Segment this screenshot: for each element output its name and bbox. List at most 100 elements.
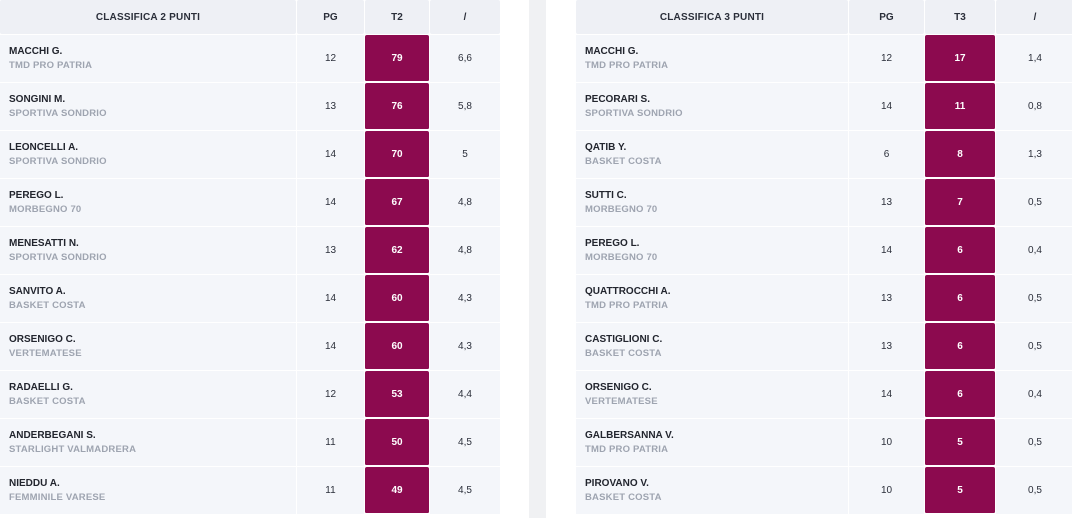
- player-name[interactable]: SONGINI M.: [9, 93, 66, 105]
- stat-total-cell: 76: [365, 83, 429, 130]
- player-name[interactable]: PEREGO L.: [9, 189, 64, 201]
- player-cell[interactable]: ORSENIGO C. VERTEMATESE: [0, 323, 296, 371]
- player-name[interactable]: QUATTROCCHI A.: [585, 285, 671, 297]
- header-classifica-3-punti[interactable]: CLASSIFICA 3 PUNTI: [576, 0, 848, 34]
- team-name[interactable]: BASKET COSTA: [9, 395, 86, 407]
- stat-total-cell: 60: [365, 275, 429, 322]
- player-name[interactable]: ANDERBEGANI S.: [9, 429, 96, 441]
- team-name[interactable]: FEMMINILE VARESE: [9, 491, 106, 503]
- player-name[interactable]: PECORARI S.: [585, 93, 651, 105]
- player-name[interactable]: GALBERSANNA V.: [585, 429, 674, 441]
- team-name[interactable]: BASKET COSTA: [585, 347, 662, 359]
- player-name[interactable]: QATIB Y.: [585, 141, 627, 153]
- games-played-cell: 14: [297, 179, 364, 227]
- player-name[interactable]: SANVITO A.: [9, 285, 66, 297]
- stat-average-cell: 0,5: [996, 179, 1072, 227]
- header-t3[interactable]: T3: [925, 0, 995, 34]
- player-name[interactable]: LEONCELLI A.: [9, 141, 79, 153]
- team-name[interactable]: TMD PRO PATRIA: [585, 443, 669, 455]
- player-cell[interactable]: ANDERBEGANI S. STARLIGHT VALMADRERA: [0, 419, 296, 467]
- team-name[interactable]: VERTEMATESE: [9, 347, 82, 359]
- team-name[interactable]: BASKET COSTA: [585, 155, 662, 167]
- stat-average-cell: 4,8: [430, 227, 500, 275]
- stat-average-cell: 6,6: [430, 35, 500, 83]
- games-played-cell: 14: [849, 371, 924, 419]
- team-name[interactable]: TMD PRO PATRIA: [585, 59, 669, 71]
- team-name[interactable]: SPORTIVA SONDRIO: [9, 251, 107, 263]
- games-played-cell: 14: [297, 275, 364, 323]
- player-cell[interactable]: PIROVANO V. BASKET COSTA: [576, 467, 848, 515]
- player-cell[interactable]: ORSENIGO C. VERTEMATESE: [576, 371, 848, 419]
- games-played-cell: 10: [849, 419, 924, 467]
- stat-total-cell: 62: [365, 227, 429, 274]
- player-name[interactable]: SUTTI C.: [585, 189, 627, 201]
- games-played-cell: 13: [849, 323, 924, 371]
- team-name[interactable]: VERTEMATESE: [585, 395, 658, 407]
- stat-total-cell: 79: [365, 35, 429, 82]
- stat-total-cell: 6: [925, 275, 995, 322]
- team-name[interactable]: BASKET COSTA: [9, 299, 86, 311]
- player-name[interactable]: PIROVANO V.: [585, 477, 649, 489]
- player-name[interactable]: MACCHI G.: [585, 45, 639, 57]
- player-name[interactable]: MENESATTI N.: [9, 237, 79, 249]
- header-pg[interactable]: PG: [849, 0, 924, 34]
- player-cell[interactable]: PEREGO L. MORBEGNO 70: [0, 179, 296, 227]
- player-name[interactable]: RADAELLI G.: [9, 381, 73, 393]
- stat-average-cell: 4,5: [430, 467, 500, 515]
- games-played-cell: 11: [297, 419, 364, 467]
- header-classifica-2-punti[interactable]: CLASSIFICA 2 PUNTI: [0, 0, 296, 34]
- player-cell[interactable]: QUATTROCCHI A. TMD PRO PATRIA: [576, 275, 848, 323]
- header-pg[interactable]: PG: [297, 0, 364, 34]
- games-played-cell: 14: [297, 131, 364, 179]
- player-cell[interactable]: SUTTI C. MORBEGNO 70: [576, 179, 848, 227]
- player-cell[interactable]: SANVITO A. BASKET COSTA: [0, 275, 296, 323]
- player-cell[interactable]: PECORARI S. SPORTIVA SONDRIO: [576, 83, 848, 131]
- games-played-cell: 13: [297, 83, 364, 131]
- stat-total-cell: 70: [365, 131, 429, 178]
- player-cell[interactable]: MACCHI G. TMD PRO PATRIA: [0, 35, 296, 83]
- player-cell[interactable]: QATIB Y. BASKET COSTA: [576, 131, 848, 179]
- column-divider: [529, 0, 546, 518]
- stat-average-cell: 4,8: [430, 179, 500, 227]
- player-name[interactable]: NIEDDU A.: [9, 477, 60, 489]
- header-average[interactable]: /: [430, 0, 500, 34]
- header-t2[interactable]: T2: [365, 0, 429, 34]
- player-cell[interactable]: GALBERSANNA V. TMD PRO PATRIA: [576, 419, 848, 467]
- games-played-cell: 13: [849, 179, 924, 227]
- team-name[interactable]: TMD PRO PATRIA: [9, 59, 93, 71]
- team-name[interactable]: SPORTIVA SONDRIO: [585, 107, 683, 119]
- player-cell[interactable]: NIEDDU A. FEMMINILE VARESE: [0, 467, 296, 515]
- stat-total-cell: 6: [925, 323, 995, 370]
- stat-average-cell: 0,4: [996, 371, 1072, 419]
- player-cell[interactable]: MENESATTI N. SPORTIVA SONDRIO: [0, 227, 296, 275]
- stat-total-cell: 60: [365, 323, 429, 370]
- player-cell[interactable]: SONGINI M. SPORTIVA SONDRIO: [0, 83, 296, 131]
- stat-total-cell: 50: [365, 419, 429, 466]
- player-name[interactable]: PEREGO L.: [585, 237, 640, 249]
- team-name[interactable]: STARLIGHT VALMADRERA: [9, 443, 137, 455]
- games-played-cell: 12: [849, 35, 924, 83]
- team-name[interactable]: TMD PRO PATRIA: [585, 299, 669, 311]
- player-name[interactable]: ORSENIGO C.: [585, 381, 652, 393]
- team-name[interactable]: SPORTIVA SONDRIO: [9, 107, 107, 119]
- player-name[interactable]: CASTIGLIONI C.: [585, 333, 663, 345]
- player-cell[interactable]: LEONCELLI A. SPORTIVA SONDRIO: [0, 131, 296, 179]
- team-name[interactable]: MORBEGNO 70: [585, 251, 658, 263]
- team-name[interactable]: BASKET COSTA: [585, 491, 662, 503]
- team-name[interactable]: MORBEGNO 70: [585, 203, 658, 215]
- player-cell[interactable]: CASTIGLIONI C. BASKET COSTA: [576, 323, 848, 371]
- player-name[interactable]: MACCHI G.: [9, 45, 63, 57]
- stat-average-cell: 4,4: [430, 371, 500, 419]
- player-name[interactable]: ORSENIGO C.: [9, 333, 76, 345]
- header-average[interactable]: /: [996, 0, 1072, 34]
- team-name[interactable]: MORBEGNO 70: [9, 203, 82, 215]
- stat-average-cell: 0,5: [996, 275, 1072, 323]
- player-cell[interactable]: RADAELLI G. BASKET COSTA: [0, 371, 296, 419]
- games-played-cell: 12: [297, 35, 364, 83]
- stat-total-cell: 5: [925, 467, 995, 514]
- player-cell[interactable]: PEREGO L. MORBEGNO 70: [576, 227, 848, 275]
- stat-average-cell: 1,3: [996, 131, 1072, 179]
- stat-total-cell: 7: [925, 179, 995, 226]
- team-name[interactable]: SPORTIVA SONDRIO: [9, 155, 107, 167]
- player-cell[interactable]: MACCHI G. TMD PRO PATRIA: [576, 35, 848, 83]
